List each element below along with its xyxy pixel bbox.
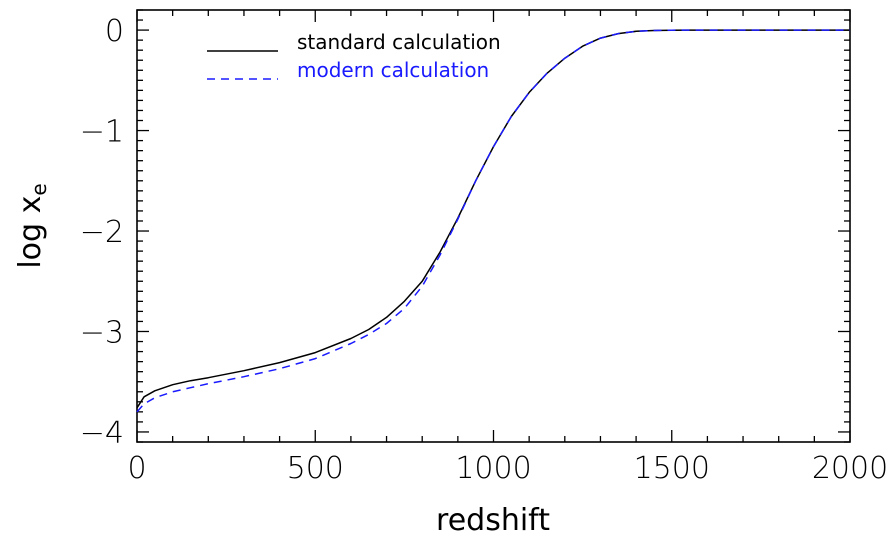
series-line-standard bbox=[136, 29, 850, 409]
series-lines bbox=[136, 29, 850, 413]
y-tick-label: −2 bbox=[80, 215, 124, 250]
x-axis-title: redshift bbox=[436, 503, 550, 538]
x-tick-label: 1500 bbox=[634, 451, 710, 486]
legend-label: standard calculation bbox=[297, 30, 501, 54]
y-tick-label: −3 bbox=[80, 315, 124, 350]
y-axis-title-main: log x bbox=[13, 196, 48, 269]
x-tick-label: 500 bbox=[287, 451, 344, 486]
y-tick-label: 0 bbox=[105, 14, 124, 49]
series-line-modern bbox=[136, 29, 850, 413]
x-tick-label: 2000 bbox=[812, 451, 888, 486]
tick-labels: 0 500 1000 1500 2000 0 −1 −2 −3 −4 bbox=[80, 14, 888, 486]
axis-ticks bbox=[136, 9, 851, 443]
legend-label: modern calculation bbox=[297, 58, 489, 82]
x-tick-label: 0 bbox=[127, 451, 146, 486]
legend: standard calculation modern calculation bbox=[207, 30, 501, 82]
y-axis-title-subscript: e bbox=[27, 183, 51, 195]
y-tick-label: −1 bbox=[80, 115, 124, 150]
x-tick-label: 1000 bbox=[455, 451, 531, 486]
y-axis-title: log xe bbox=[13, 183, 51, 268]
y-tick-label: −4 bbox=[80, 416, 124, 451]
y-axis-title-group: log xe bbox=[13, 183, 51, 268]
